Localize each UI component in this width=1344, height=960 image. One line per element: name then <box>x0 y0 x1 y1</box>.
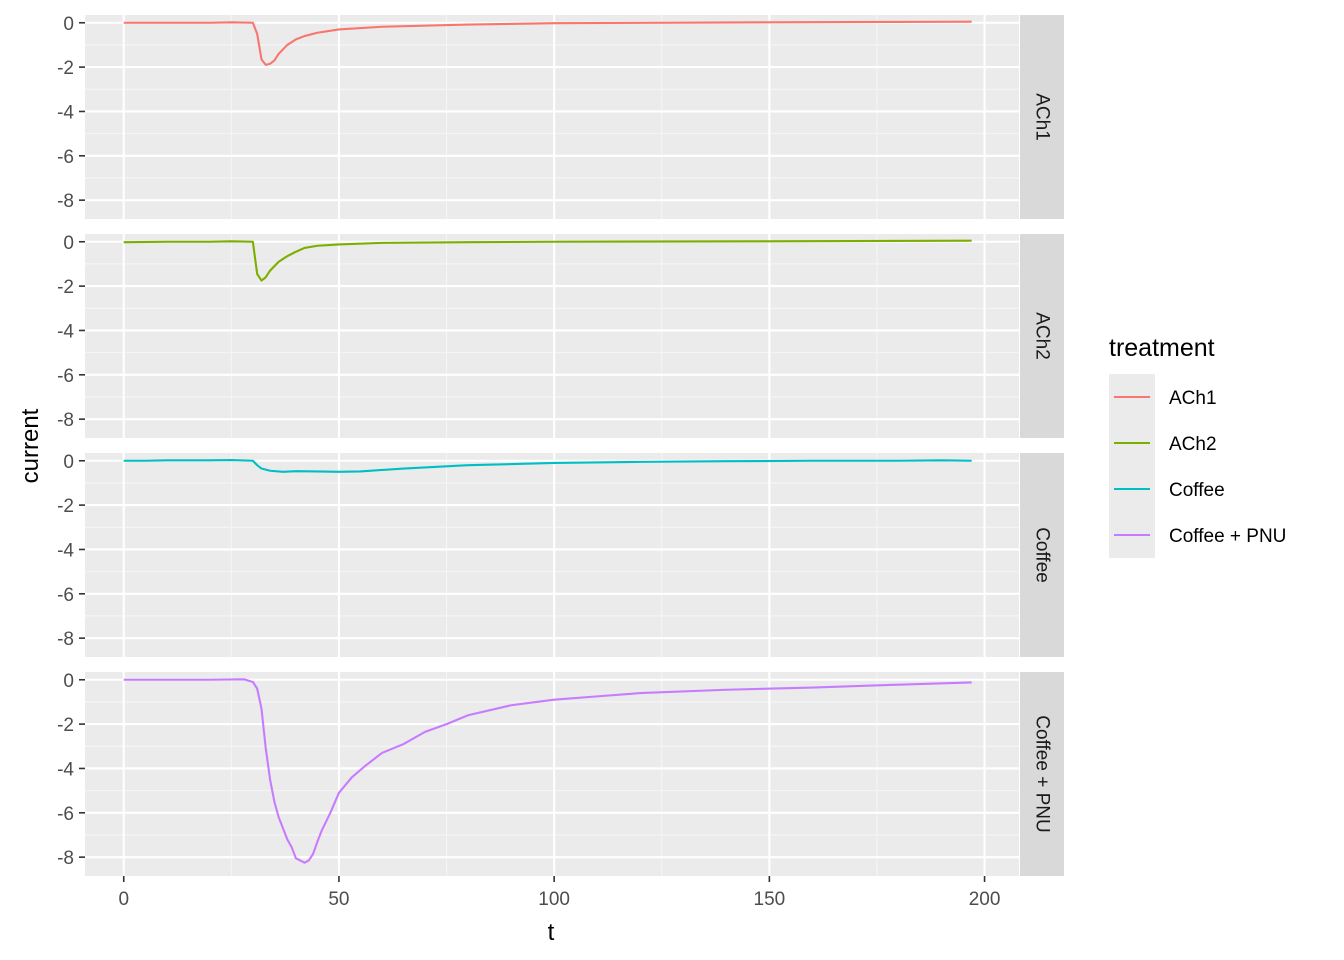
legend-label: ACh2 <box>1169 434 1217 455</box>
panel-background <box>85 234 1019 438</box>
facet-strip <box>1020 672 1064 876</box>
panels-layer: 0 -2 -4 -6 -8 ACh1 0 -2 -4 -6 -8 ACh2 0 -2 -4 -6 -8 Coffe… <box>57 14 1064 876</box>
y-tick-label: -4 <box>57 321 74 342</box>
y-tick-label: -2 <box>57 715 74 736</box>
panel-background <box>85 453 1019 657</box>
panel-background <box>85 15 1019 219</box>
legend-label: ACh1 <box>1169 388 1217 409</box>
series-line-ach2 <box>123 239 972 282</box>
legend-title: treatment <box>1109 334 1215 362</box>
y-tick-label: -4 <box>57 102 74 123</box>
legend-label: Coffee <box>1169 480 1225 501</box>
facet-panel-1: 0 -2 -4 -6 -8 ACh1 <box>57 14 1064 219</box>
facet-strip-label: ACh2 <box>1032 312 1053 360</box>
x-axis: 0 50 100 150 200 <box>118 876 1000 910</box>
y-tick-label: 0 <box>63 671 74 692</box>
y-tick-label: 0 <box>63 14 74 35</box>
facet-panel-4: 0 -2 -4 -6 -8 Coffee + PNU <box>57 671 1064 876</box>
y-tick-label: -8 <box>57 848 74 869</box>
legend: treatment ACh1 ACh2 Coffee Coffee + PNU <box>1109 334 1286 558</box>
y-tick-label: -2 <box>57 277 74 298</box>
legend-label: Coffee + PNU <box>1169 526 1286 547</box>
y-tick-label: -8 <box>57 629 74 650</box>
facet-strip-label: ACh1 <box>1032 93 1053 141</box>
y-tick-label: -6 <box>57 804 74 825</box>
panel-background <box>85 672 1019 876</box>
y-tick-label: -2 <box>57 496 74 517</box>
y-tick-label: -6 <box>57 366 74 387</box>
legend-item: Coffee <box>1109 466 1225 512</box>
y-tick-label: -4 <box>57 759 74 780</box>
facet-panel-3: 0 -2 -4 -6 -8 Coffee <box>57 452 1064 657</box>
legend-item: ACh2 <box>1109 420 1217 466</box>
x-axis-title: t <box>548 919 555 946</box>
y-tick-label: -4 <box>57 540 74 561</box>
series-line-coffee-pnu <box>123 678 972 864</box>
x-tick-label: 200 <box>969 889 1001 910</box>
series-line-coffee <box>123 459 972 473</box>
y-tick-label: -2 <box>57 58 74 79</box>
y-tick-label: -6 <box>57 585 74 606</box>
y-tick-label: -8 <box>57 410 74 431</box>
x-tick-label: 0 <box>118 889 129 910</box>
legend-item: ACh1 <box>1109 374 1217 420</box>
x-tick-label: 100 <box>538 889 570 910</box>
y-tick-label: 0 <box>63 233 74 254</box>
facet-strip-label: Coffee + PNU <box>1032 715 1053 832</box>
x-tick-label: 150 <box>754 889 786 910</box>
y-tick-label: -8 <box>57 191 74 212</box>
legend-item: Coffee + PNU <box>1109 512 1286 558</box>
facet-strip <box>1020 234 1064 438</box>
facet-strip <box>1020 15 1064 219</box>
y-axis-title: current <box>17 408 44 483</box>
y-tick-label: -6 <box>57 147 74 168</box>
x-tick-label: 50 <box>328 889 349 910</box>
y-tick-label: 0 <box>63 452 74 473</box>
facet-panel-2: 0 -2 -4 -6 -8 ACh2 <box>57 233 1064 438</box>
facet-strip-label: Coffee <box>1032 527 1053 583</box>
facet-strip <box>1020 453 1064 657</box>
series-line-ach1 <box>123 20 972 66</box>
